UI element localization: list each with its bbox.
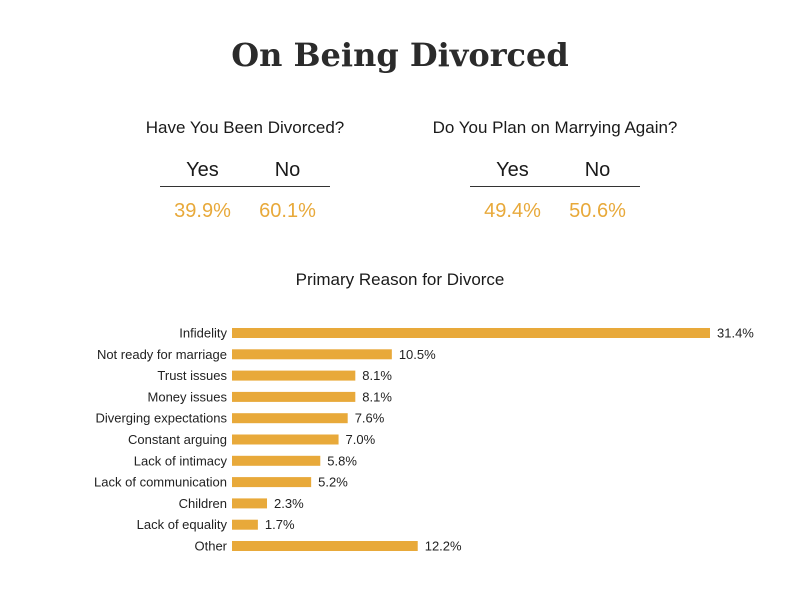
bar-money-issues (232, 391, 356, 402)
page-title: On Being Divorced (231, 36, 569, 74)
divorced-question: Have You Been Divorced? (145, 118, 345, 137)
chart-title: Primary Reason for Divorce (295, 270, 505, 289)
remarry-stat-block: Do You Plan on Marrying Again? Yes No 49… (405, 118, 705, 222)
value-label-lack-of-intimacy: 5.8% (327, 453, 357, 468)
category-label-infidelity: Infidelity (179, 326, 227, 341)
remarry-divider (470, 186, 640, 187)
value-label-other: 12.2% (425, 539, 462, 554)
bar-trust-issues (232, 370, 356, 381)
remarry-no-header: No (584, 159, 611, 181)
divorced-stat-block: Have You Been Divorced? Yes No 39.9% 60.… (95, 118, 395, 222)
divorced-values-row: 39.9% 60.1% (160, 197, 330, 225)
divorced-yes-header: Yes (186, 159, 219, 181)
bar-lack-of-equality (232, 519, 258, 530)
divorced-no-header: No (274, 159, 301, 181)
category-label-constant-arguing: Constant arguing (128, 432, 227, 447)
divorced-divider (160, 186, 330, 187)
value-label-infidelity: 31.4% (717, 326, 754, 341)
category-label-other: Other (194, 539, 227, 554)
bar-not-ready-for-marriage (232, 349, 392, 360)
remarry-values-row: 49.4% 50.6% (470, 197, 640, 225)
category-label-money-issues: Money issues (148, 389, 228, 404)
value-label-constant-arguing: 7.0% (346, 432, 376, 447)
bar-lack-of-communication (232, 477, 312, 488)
bar-other (232, 541, 418, 551)
divorced-header-row: Yes No (160, 156, 330, 184)
category-label-trust-issues: Trust issues (157, 368, 227, 383)
bar-children (232, 498, 268, 509)
bar-infidelity (232, 328, 710, 338)
remarry-table: Yes No 49.4% 50.6% (470, 156, 640, 225)
remarry-yes-header: Yes (496, 159, 529, 181)
category-label-children: Children (179, 496, 227, 511)
divorced-no-value: 60.1% (259, 200, 316, 222)
value-label-not-ready-for-marriage: 10.5% (399, 347, 436, 362)
value-label-diverging-expectations: 7.6% (355, 411, 385, 426)
bar-diverging-expectations (232, 413, 348, 424)
value-label-money-issues: 8.1% (362, 389, 392, 404)
divorced-table: Yes No 39.9% 60.1% (160, 156, 330, 225)
category-label-not-ready-for-marriage: Not ready for marriage (97, 347, 227, 362)
category-label-diverging-expectations: Diverging expectations (95, 411, 227, 426)
category-label-lack-of-communication: Lack of communication (94, 475, 227, 490)
divorced-yes-value: 39.9% (174, 200, 231, 222)
category-label-lack-of-intimacy: Lack of intimacy (134, 453, 228, 468)
bar-constant-arguing (232, 434, 339, 445)
remarry-question: Do You Plan on Marrying Again? (432, 118, 678, 137)
remarry-header-row: Yes No (470, 156, 640, 184)
value-label-lack-of-equality: 1.7% (265, 517, 295, 532)
bar-lack-of-intimacy (232, 455, 321, 466)
value-label-lack-of-communication: 5.2% (318, 475, 348, 490)
value-label-trust-issues: 8.1% (362, 368, 392, 383)
remarry-no-value: 50.6% (569, 200, 626, 222)
remarry-yes-value: 49.4% (484, 200, 541, 222)
value-label-children: 2.3% (274, 496, 304, 511)
category-label-lack-of-equality: Lack of equality (137, 517, 228, 532)
